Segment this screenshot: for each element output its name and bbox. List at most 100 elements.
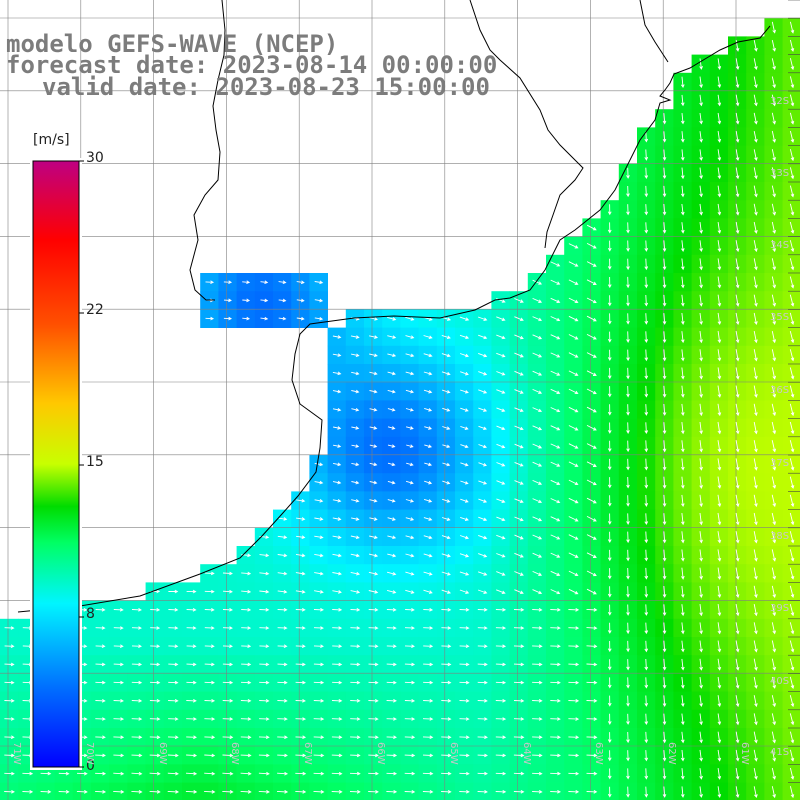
wind-arrow — [459, 680, 470, 685]
wind-arrow — [313, 680, 325, 685]
wind-arrow — [753, 367, 758, 380]
wind-arrow — [404, 626, 415, 630]
wind-arrow — [644, 567, 649, 580]
wind-arrow — [550, 279, 561, 285]
wind-arrow — [332, 553, 342, 558]
wind-arrow — [789, 330, 795, 344]
wind-arrow — [550, 589, 561, 595]
wind-arrow — [459, 608, 470, 612]
wind-arrow — [753, 458, 758, 471]
coastline-line — [17, 25, 771, 613]
colorbar-tick: 30 — [86, 150, 104, 166]
wind-arrow — [386, 608, 397, 612]
wind-arrow — [753, 112, 758, 125]
wind-arrow — [699, 549, 703, 562]
wind-arrow — [368, 608, 379, 612]
wind-arrow — [753, 258, 758, 271]
wind-arrow — [441, 680, 452, 685]
wind-arrow — [514, 461, 524, 467]
wind-arrow — [662, 203, 667, 216]
wind-arrow — [314, 298, 324, 303]
wind-arrow — [460, 444, 469, 449]
wind-arrow — [644, 422, 649, 435]
wind-arrow — [350, 571, 361, 576]
wind-arrow — [789, 767, 795, 780]
wind-arrow — [532, 680, 543, 685]
wind-arrow — [680, 167, 685, 180]
wind-arrow — [626, 531, 630, 544]
wind-arrow — [681, 567, 685, 580]
wind-arrow — [735, 240, 740, 253]
wind-arrow — [662, 422, 667, 435]
wind-arrow — [789, 221, 795, 234]
wind-arrow — [296, 298, 305, 303]
wind-arrow — [699, 421, 703, 435]
wind-arrow — [771, 585, 777, 599]
wind-arrow — [113, 771, 125, 776]
wind-arrow — [368, 680, 379, 685]
wind-arrow — [771, 58, 776, 71]
wind-arrow — [699, 567, 703, 580]
wind-arrow — [644, 458, 649, 471]
wind-arrow — [477, 316, 488, 321]
wind-arrow — [568, 261, 579, 267]
wind-arrow — [735, 185, 740, 198]
border-line — [189, 0, 226, 301]
wind-arrow — [496, 334, 506, 340]
wind-arrow — [477, 680, 488, 685]
wind-arrow — [735, 58, 740, 71]
wind-arrow — [681, 549, 685, 562]
wind-arrow — [404, 680, 416, 685]
wind-arrow — [532, 370, 543, 376]
wind-arrow — [662, 713, 667, 726]
wind-arrow — [260, 316, 269, 321]
wind-arrow — [550, 608, 561, 612]
wind-arrow — [277, 680, 288, 685]
wind-arrow — [753, 149, 758, 162]
wind-arrow — [387, 389, 396, 394]
wind-arrow — [442, 480, 451, 485]
wind-arrow — [789, 21, 795, 34]
wind-arrow — [586, 461, 597, 467]
wind-arrow — [753, 585, 758, 599]
wind-arrow — [314, 462, 324, 467]
wind-arrow — [735, 131, 740, 143]
wind-arrow — [423, 389, 433, 394]
wind-arrow — [586, 790, 598, 794]
wind-arrow — [789, 76, 795, 89]
wind-arrow — [607, 440, 612, 453]
wind-arrow — [314, 553, 324, 558]
wind-arrow — [626, 458, 630, 471]
wind-arrow — [586, 315, 597, 322]
wind-arrow — [681, 385, 685, 398]
wind-arrow — [771, 167, 776, 180]
wind-arrow — [789, 494, 795, 508]
wind-arrow — [680, 131, 685, 143]
wind-arrow — [223, 298, 232, 303]
wind-arrow — [753, 403, 758, 417]
wind-arrow — [332, 371, 342, 376]
wind-arrow — [259, 662, 270, 667]
wind-arrow — [277, 717, 288, 721]
wind-arrow — [735, 640, 740, 653]
wind-arrow — [717, 403, 722, 417]
wind-arrow — [477, 753, 488, 758]
wind-arrow — [369, 498, 378, 503]
wind-arrow — [295, 644, 306, 649]
wind-arrow — [459, 753, 470, 758]
wind-arrow — [386, 680, 397, 685]
wind-arrow — [586, 388, 597, 395]
wind-arrow — [662, 750, 667, 762]
wind-arrow — [771, 294, 777, 307]
wind-arrow — [277, 735, 288, 740]
wind-arrow — [495, 680, 507, 685]
wind-arrow — [332, 335, 342, 339]
wind-arrow — [699, 367, 703, 380]
wind-arrow — [607, 477, 612, 489]
wind-arrow — [662, 786, 667, 798]
wind-arrow — [332, 480, 342, 485]
wind-arrow — [459, 571, 470, 576]
wind-arrow — [442, 407, 451, 412]
wind-arrow — [113, 644, 124, 649]
wind-arrow — [368, 626, 379, 630]
